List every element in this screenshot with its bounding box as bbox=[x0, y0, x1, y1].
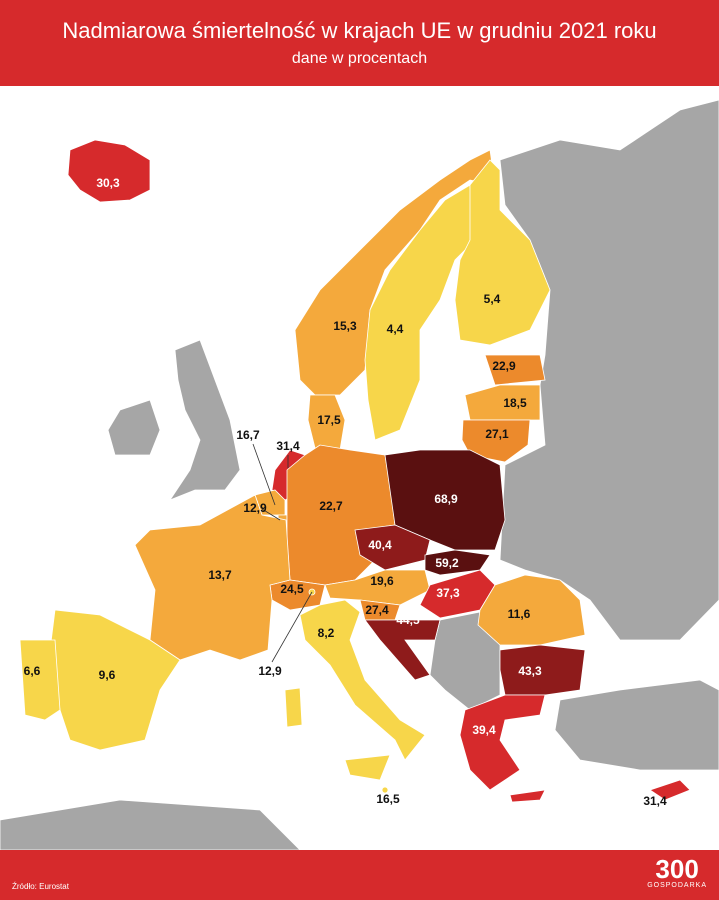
region bbox=[649, 779, 691, 801]
source: Źródło: Eurostat bbox=[12, 882, 69, 891]
subtitle: dane w procentach bbox=[291, 50, 428, 67]
value-label: 59,2 bbox=[435, 556, 459, 570]
region bbox=[484, 354, 546, 386]
value-label: 12,9 bbox=[243, 501, 267, 515]
value-label: 22,9 bbox=[492, 359, 516, 373]
eu-regions bbox=[19, 139, 691, 803]
value-label: 16,5 bbox=[376, 792, 400, 806]
value-label: 18,5 bbox=[503, 396, 527, 410]
region bbox=[381, 786, 389, 794]
header: Nadmiarowa śmiertelność w krajach UE w g… bbox=[0, 0, 719, 86]
value-label: 68,9 bbox=[434, 492, 458, 506]
region bbox=[19, 639, 61, 721]
value-label: 31,4 bbox=[643, 794, 667, 808]
value-label: 16,7 bbox=[236, 428, 260, 442]
value-labels: 30,3 15,3 4,4 5,4 22,9 18,5 27,1 17,5 31,4 16,7 12… bbox=[24, 176, 667, 808]
value-label: 4,4 bbox=[387, 322, 404, 336]
value-label: 19,6 bbox=[370, 574, 394, 588]
value-label: 31,4 bbox=[276, 439, 300, 453]
region bbox=[284, 599, 426, 781]
value-label: 15,3 bbox=[333, 319, 357, 333]
value-label: 30,3 bbox=[96, 176, 120, 190]
region bbox=[499, 644, 586, 696]
value-label: 17,5 bbox=[317, 413, 341, 427]
brand: 300 GOSPODARKA bbox=[647, 856, 707, 889]
value-label: 6,6 bbox=[24, 664, 41, 678]
brand-sub: GOSPODARKA bbox=[647, 882, 707, 889]
region bbox=[461, 419, 531, 463]
region bbox=[364, 184, 476, 441]
value-label: 27,4 bbox=[365, 603, 389, 617]
region bbox=[384, 449, 506, 551]
value-label: 37,3 bbox=[436, 586, 460, 600]
value-label: 11,6 bbox=[508, 607, 531, 621]
region bbox=[459, 694, 546, 803]
map: 30,3 15,3 4,4 5,4 22,9 18,5 27,1 17,5 31,4 16,7 12… bbox=[0, 99, 719, 850]
region bbox=[134, 494, 291, 661]
non-eu-land bbox=[0, 99, 719, 850]
value-label: 9,6 bbox=[99, 668, 116, 682]
region bbox=[454, 159, 551, 346]
value-label: 22,7 bbox=[319, 499, 343, 513]
value-label: 44,5 bbox=[396, 613, 420, 627]
brand-number: 300 bbox=[655, 854, 699, 884]
value-label: 8,2 bbox=[318, 626, 335, 640]
region bbox=[477, 574, 586, 646]
value-label: 27,1 bbox=[485, 427, 509, 441]
value-label: 40,4 bbox=[368, 538, 392, 552]
value-label: 43,3 bbox=[518, 664, 542, 678]
footer: Źródło: Eurostat 300 GOSPODARKA bbox=[0, 850, 719, 900]
value-label: 39,4 bbox=[472, 723, 496, 737]
leader-lines bbox=[252, 443, 313, 663]
region bbox=[364, 619, 441, 681]
region bbox=[67, 139, 151, 203]
region bbox=[464, 384, 541, 421]
value-label: 24,5 bbox=[280, 582, 304, 596]
value-label: 5,4 bbox=[484, 292, 501, 306]
value-label: 12,9 bbox=[258, 664, 282, 678]
title: Nadmiarowa śmiertelność w krajach UE w g… bbox=[62, 18, 657, 43]
value-label: 13,7 bbox=[208, 568, 232, 582]
